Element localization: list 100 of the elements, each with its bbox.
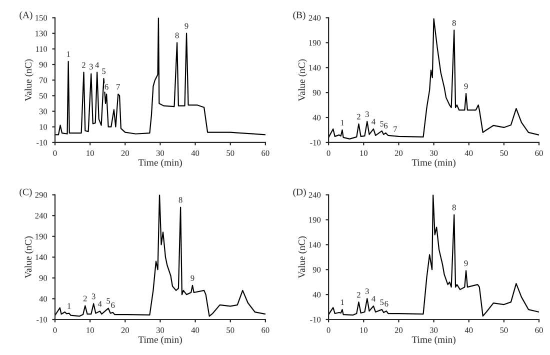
x-tick-label: 30 bbox=[430, 150, 438, 156]
chart-title: (A) bbox=[20, 11, 32, 20]
x-axis-title: Time (min) bbox=[412, 336, 456, 345]
y-tick-label: 50 bbox=[40, 93, 48, 99]
x-tick-label: 30 bbox=[156, 150, 164, 156]
y-tick-label: 130 bbox=[36, 30, 48, 36]
x-tick-label: 0 bbox=[53, 327, 57, 334]
x-axis-title: Time (min) bbox=[412, 159, 456, 168]
annotation: 1 bbox=[340, 120, 344, 126]
y-tick-label: 240 bbox=[35, 212, 48, 219]
annotation: 9 bbox=[184, 23, 188, 29]
y-tick-label: 90 bbox=[39, 275, 48, 281]
line-series bbox=[328, 18, 539, 140]
y-tick-label: 10 bbox=[40, 124, 48, 130]
y-axis-title: Value (nC) bbox=[24, 236, 34, 278]
y-tick-label: 90 bbox=[312, 266, 321, 273]
y-tick-label: 240 bbox=[308, 192, 321, 198]
y-axis-title: Value (nC) bbox=[298, 59, 308, 102]
annotation: 3 bbox=[92, 294, 96, 300]
y-tick-label: 140 bbox=[309, 242, 321, 248]
annotation: 5 bbox=[380, 120, 384, 126]
x-axis-title: Time (min) bbox=[138, 159, 182, 168]
y-tick-label: 190 bbox=[309, 217, 321, 223]
x-tick-label: 40 bbox=[464, 150, 473, 156]
annotation: 9 bbox=[190, 275, 194, 281]
x-tick-label: 40 bbox=[464, 327, 473, 334]
annotation: 7 bbox=[394, 126, 398, 132]
annotation: 9 bbox=[464, 260, 468, 266]
y-tick-label: 140 bbox=[309, 64, 321, 71]
annotation: 8 bbox=[452, 20, 456, 26]
y-tick-label: 110 bbox=[36, 46, 48, 52]
annotation: 6 bbox=[384, 122, 388, 128]
line-series bbox=[55, 194, 266, 317]
y-tick-label: 90 bbox=[39, 62, 48, 68]
y-tick-label: 40 bbox=[312, 292, 321, 298]
x-tick-label: 40 bbox=[191, 327, 200, 334]
annotation: 6 bbox=[384, 300, 388, 307]
x-tick-label: 20 bbox=[121, 150, 129, 156]
annotation: 5 bbox=[106, 298, 110, 304]
x-tick-label: 20 bbox=[394, 327, 403, 334]
y-axis-title: Value (nC) bbox=[298, 236, 308, 278]
annotation: 9 bbox=[464, 83, 468, 90]
chart-title: (B) bbox=[293, 11, 306, 20]
annotation: 8 bbox=[452, 204, 456, 210]
x-tick-label: 10 bbox=[86, 327, 94, 334]
x-tick-label: 60 bbox=[535, 150, 543, 156]
line-series bbox=[55, 18, 266, 136]
y-tick-label: 90 bbox=[312, 90, 321, 96]
x-tick-label: 10 bbox=[86, 150, 94, 156]
x-tick-label: 50 bbox=[226, 150, 234, 156]
annotation: 4 bbox=[98, 301, 102, 307]
annotation: 2 bbox=[357, 292, 360, 298]
x-tick-label: 0 bbox=[326, 150, 330, 156]
y-tick-label: 40 bbox=[39, 296, 48, 302]
annotation: 7 bbox=[116, 84, 120, 90]
annotation: 3 bbox=[89, 64, 93, 70]
y-tick-label: 240 bbox=[308, 15, 321, 21]
annotation: 4 bbox=[372, 296, 376, 302]
annotation: 2 bbox=[82, 62, 86, 68]
y-tick-label: 40 bbox=[312, 114, 321, 120]
x-tick-label: 30 bbox=[156, 327, 164, 334]
y-tick-label: 70 bbox=[40, 77, 48, 84]
x-tick-label: 10 bbox=[360, 150, 368, 156]
y-tick-label: 150 bbox=[36, 15, 48, 21]
x-tick-label: 50 bbox=[500, 150, 508, 156]
annotation: 1 bbox=[340, 299, 344, 305]
annotation: 4 bbox=[95, 62, 100, 68]
x-tick-label: 40 bbox=[191, 150, 200, 156]
x-tick-label: 30 bbox=[430, 327, 438, 334]
x-tick-label: 20 bbox=[394, 150, 403, 156]
y-tick-label: 290 bbox=[35, 192, 48, 198]
chart-title: (D) bbox=[293, 188, 306, 198]
annotation: 5 bbox=[380, 300, 384, 306]
annotation: 2 bbox=[357, 114, 360, 120]
y-tick-label: -10 bbox=[36, 316, 48, 322]
x-tick-label: 0 bbox=[326, 327, 330, 334]
x-tick-label: 60 bbox=[262, 327, 270, 334]
y-tick-label: 190 bbox=[309, 40, 321, 46]
annotation: 6 bbox=[104, 84, 108, 90]
x-tick-label: 50 bbox=[226, 327, 234, 334]
y-tick-label: 190 bbox=[36, 234, 48, 240]
x-tick-label: 60 bbox=[262, 150, 270, 156]
y-tick-label: -10 bbox=[36, 140, 48, 146]
annotation: 5 bbox=[102, 68, 106, 74]
x-axis-title: Time (min) bbox=[138, 336, 182, 345]
x-tick-label: 60 bbox=[535, 327, 543, 334]
x-tick-label: 10 bbox=[360, 327, 368, 334]
annotation: 8 bbox=[178, 197, 182, 203]
chart-title: (C) bbox=[20, 188, 32, 198]
y-tick-label: -10 bbox=[310, 316, 321, 322]
annotation: 1 bbox=[66, 51, 70, 57]
y-tick-label: -10 bbox=[310, 140, 321, 146]
annotation: 3 bbox=[365, 111, 369, 118]
annotation: 2 bbox=[83, 296, 87, 302]
line-series bbox=[328, 194, 539, 317]
annotation: 4 bbox=[372, 118, 376, 124]
y-tick-label: 30 bbox=[39, 108, 48, 114]
annotation: 8 bbox=[175, 32, 179, 38]
annotation: 6 bbox=[111, 302, 115, 308]
x-tick-label: 0 bbox=[53, 150, 57, 156]
